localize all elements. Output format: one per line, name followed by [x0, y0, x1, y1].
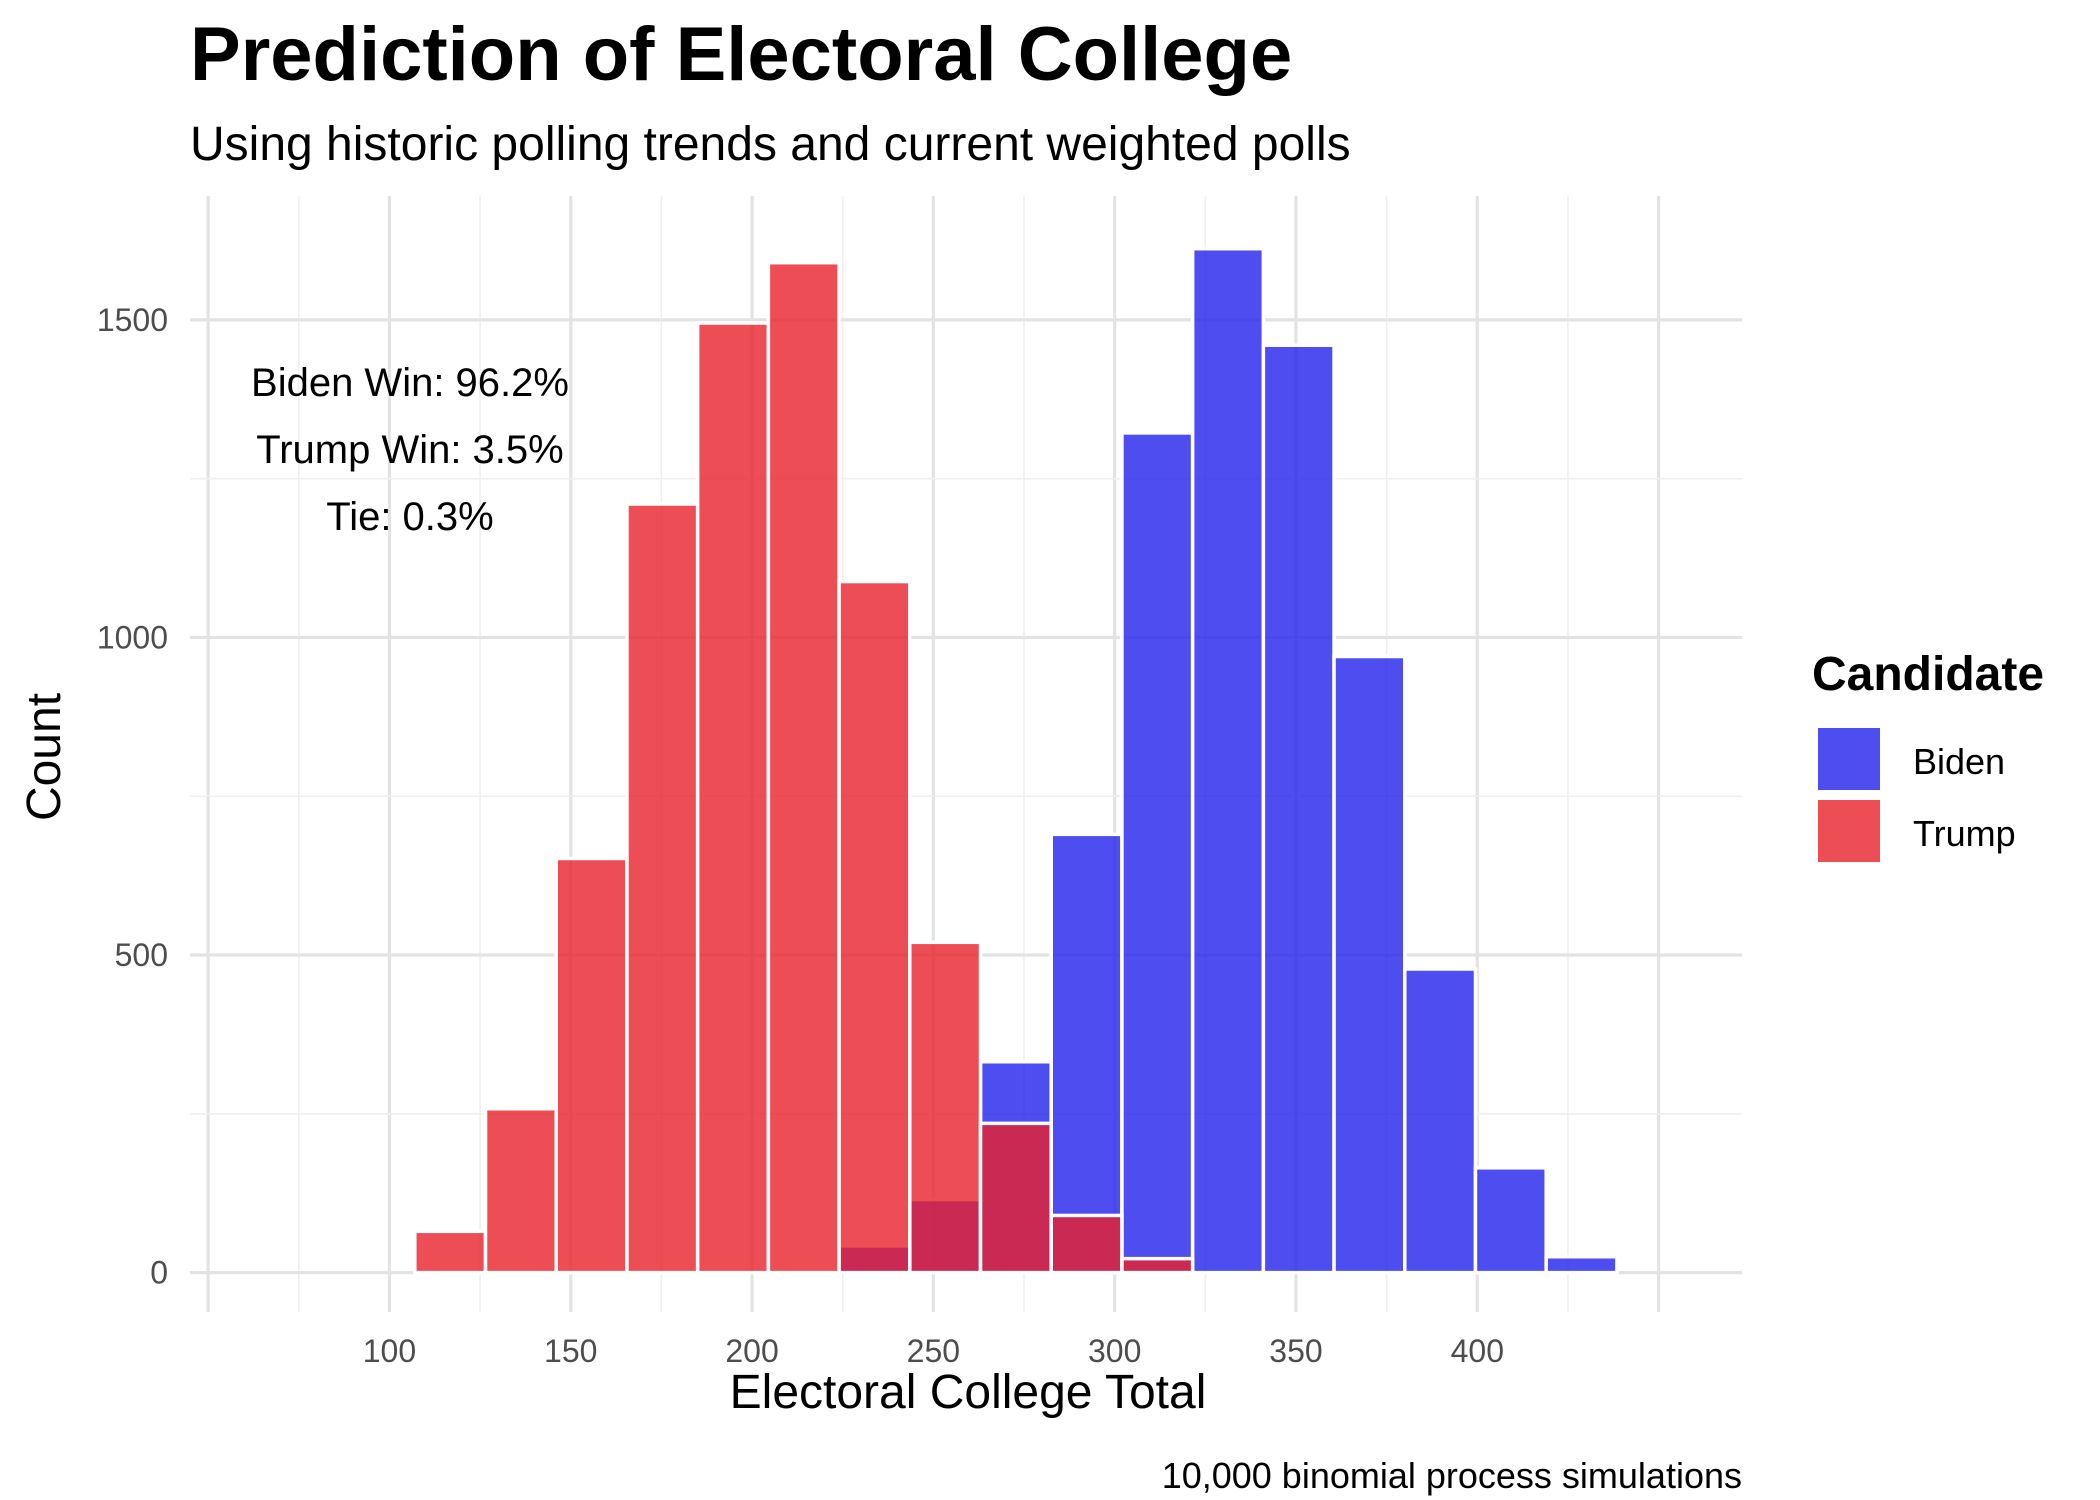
bar-trump — [908, 940, 983, 1275]
bar-trump — [978, 1121, 1053, 1275]
x-tick-label: 100 — [363, 1333, 416, 1369]
x-tick-label: 400 — [1451, 1333, 1504, 1369]
x-axis-title: Electoral College Total — [730, 1366, 1207, 1419]
legend-swatches — [1818, 728, 1880, 862]
annotation-tie: Tie: 0.3% — [326, 495, 493, 539]
legend-title: Candidate — [1812, 648, 2044, 701]
x-tick-label: 350 — [1269, 1333, 1322, 1369]
annotation-biden-win: Biden Win: 96.2% — [251, 361, 569, 405]
bar-trump — [413, 1229, 488, 1275]
bar-biden — [1332, 654, 1407, 1275]
bar-biden — [1473, 1166, 1548, 1275]
axis-tick-labels: 100 150 200 250 300 350 400 0 500 1000 1500 — [97, 302, 1504, 1369]
legend-swatch-biden — [1818, 728, 1880, 790]
bar-biden — [1049, 832, 1124, 1275]
y-tick-label: 0 — [150, 1255, 168, 1291]
bar-biden — [1403, 967, 1478, 1275]
chart-subtitle: Using historic polling trends and curren… — [190, 118, 1351, 171]
x-tick-label: 200 — [725, 1333, 778, 1369]
chart-caption: 10,000 binomial process simulations — [1162, 1455, 1742, 1496]
bar-trump — [1049, 1213, 1124, 1275]
bar-biden — [1190, 246, 1266, 1275]
x-tick-label: 300 — [1088, 1333, 1141, 1369]
legend-label-trump: Trump — [1913, 813, 2016, 854]
bar-trump — [766, 260, 841, 1275]
bar-trump — [1120, 1256, 1195, 1275]
x-tick-label: 250 — [907, 1333, 960, 1369]
chart-title: Prediction of Electoral College — [190, 12, 1292, 97]
bar-trump — [483, 1106, 558, 1275]
bar-biden — [1544, 1254, 1619, 1275]
bar-biden — [1261, 343, 1336, 1275]
legend-swatch-trump — [1818, 800, 1880, 862]
bar-trump — [625, 502, 700, 1275]
bar-biden — [1120, 431, 1195, 1275]
y-axis-title: Count — [18, 693, 71, 821]
bar-trump — [837, 579, 912, 1275]
histogram-bars — [413, 246, 1619, 1275]
y-tick-label: 1000 — [97, 619, 168, 655]
y-tick-label: 500 — [115, 937, 168, 973]
legend-label-biden: Biden — [1913, 741, 2005, 782]
bar-trump — [554, 856, 629, 1275]
y-tick-label: 1500 — [97, 302, 168, 338]
x-tick-label: 150 — [544, 1333, 597, 1369]
annotation-trump-win: Trump Win: 3.5% — [256, 428, 563, 472]
bar-trump — [695, 321, 771, 1275]
